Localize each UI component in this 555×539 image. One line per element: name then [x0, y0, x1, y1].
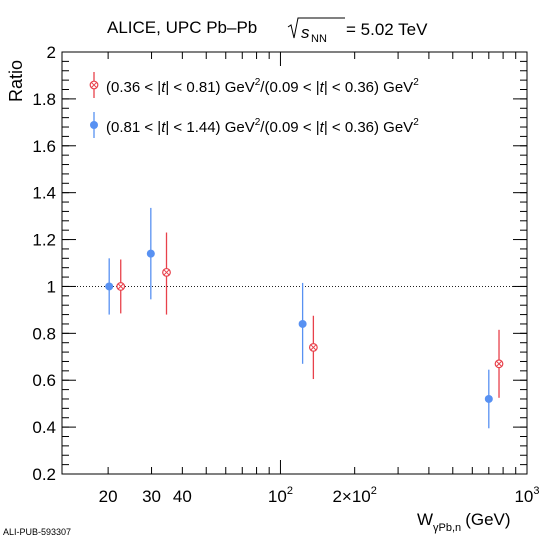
y-tick-label: 1.2 [32, 231, 56, 250]
legend-blue-marker-icon [90, 121, 98, 129]
x-tick-label: 30 [142, 487, 161, 506]
data-point [116, 282, 126, 291]
marker-cross [163, 269, 170, 276]
energy-symbol: s [301, 23, 310, 42]
data-point [146, 249, 155, 258]
y-tick-label: 0.4 [32, 418, 56, 437]
x-tick-label: 103 [514, 485, 539, 506]
data-point [484, 394, 493, 403]
watermark: ALI-PUB-593307 [3, 527, 71, 537]
plot-frame [61, 51, 528, 475]
y-axis-label: Ratio [6, 60, 26, 102]
data-point [162, 267, 171, 277]
x-tick-label: 20 [99, 487, 118, 506]
data-point [298, 319, 307, 328]
data-point [494, 359, 504, 369]
legend-label-1: (0.36 < |t| < 0.81) GeV2/(0.09 < |t| < 0… [106, 77, 419, 96]
legend-entry-1: (0.36 < |t| < 0.81) GeV2/(0.09 < |t| < 0… [89, 72, 419, 98]
marker-cross [495, 360, 503, 367]
data-point [105, 282, 114, 291]
title-prefix: ALICE, UPC Pb–Pb [107, 18, 257, 37]
x-tick-label: 2×102 [332, 485, 376, 506]
x-axis-label: WγPb,n (GeV) [417, 510, 511, 534]
y-tick-label: 1.6 [32, 137, 56, 156]
y-tick-label: 0.8 [32, 324, 56, 343]
legend-label-2: (0.81 < |t| < 1.44) GeV2/(0.09 < |t| < 0… [106, 117, 419, 136]
data-points [105, 207, 504, 429]
legend: (0.36 < |t| < 0.81) GeV2/(0.09 < |t| < 0… [89, 72, 419, 138]
energy-value: = 5.02 TeV [346, 20, 428, 39]
data-point [308, 343, 318, 352]
marker-cross [310, 344, 317, 351]
y-tick-label: 0.2 [32, 465, 56, 484]
y-tick-label: 2 [47, 43, 56, 62]
legend-entry-2: (0.81 < |t| < 1.44) GeV2/(0.09 < |t| < 0… [90, 112, 419, 138]
sqrt-sign-icon [287, 17, 345, 39]
energy-subscript: NN [311, 33, 327, 45]
axis-ticks: 0.2 0.4 0.6 0.8 1 1.2 1.4 1.6 1.8 2 20 30 40 102 2×102… [32, 43, 539, 506]
y-tick-label: 1.8 [32, 90, 56, 109]
y-tick-label: 0.6 [32, 371, 56, 390]
x-tick-label: 102 [268, 485, 293, 506]
y-tick-label: 1.4 [32, 184, 56, 203]
y-tick-label: 1 [47, 277, 56, 296]
marker-cross [117, 283, 124, 290]
x-tick-label: 40 [173, 487, 192, 506]
chart-title: ALICE, UPC Pb–Pb [107, 18, 257, 37]
legend-red-cross-b [90, 81, 98, 89]
